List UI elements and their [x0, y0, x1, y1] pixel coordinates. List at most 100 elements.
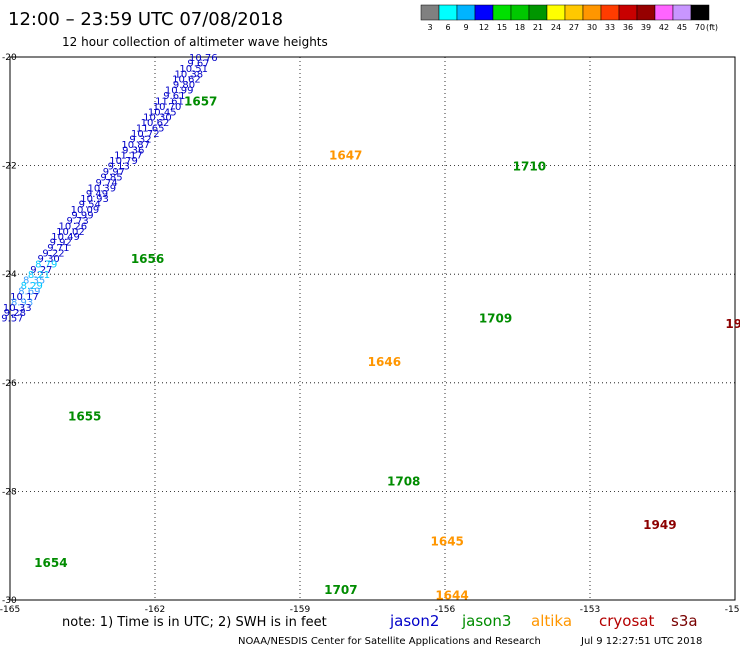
- swh-value: 9.99: [71, 210, 93, 221]
- colorbar-label: 21: [533, 23, 543, 32]
- satellite-jason2: jason2: [389, 612, 439, 630]
- swh-value: 9.57: [1, 314, 23, 325]
- swh-value: 8.79: [35, 259, 57, 270]
- pass-time-label: 1647: [329, 149, 362, 163]
- x-tick-label: -162: [145, 605, 165, 615]
- swh-value: 9.54: [79, 200, 101, 211]
- colorbar-label: 18: [515, 23, 525, 32]
- swh-value: 10.26: [59, 221, 88, 232]
- colorbar-swatch: [582, 4, 602, 21]
- pass-labels: 1657 1656 1655 1654 1647 1646 1645 1644 1710 1709…: [34, 94, 740, 602]
- pass-time-label: 1709: [479, 312, 512, 326]
- x-tick-label: -165: [0, 605, 20, 615]
- note-text: note: 1) Time is in UTC; 2) SWH is in fe…: [62, 615, 327, 630]
- colorbar-swatch: [438, 4, 458, 21]
- colorbar-label: 27: [569, 23, 579, 32]
- pass-time-label: 1949: [643, 518, 676, 532]
- swh-value: 11.61: [155, 96, 184, 107]
- swh-value: 9.67: [187, 58, 209, 69]
- swh-value: 9.36: [122, 145, 144, 156]
- pass-time-label: 1646: [368, 355, 401, 369]
- swh-value: 9.71: [47, 243, 69, 254]
- pass-time-label: 1654: [34, 556, 67, 570]
- colorbar-swatch: [600, 4, 620, 21]
- colorbar-swatch: [492, 4, 512, 21]
- colorbar-swatch: [564, 4, 584, 21]
- swh-value: 10.93: [80, 194, 109, 205]
- swh-value: 10.33: [3, 303, 32, 314]
- swh-value: 8.29: [21, 281, 43, 292]
- y-tick-label: -30: [2, 596, 17, 606]
- pass-time-label: 1645: [431, 534, 464, 548]
- colorbar-label: 42: [659, 23, 669, 32]
- colorbar-swatch: [690, 4, 710, 21]
- x-tick-label: -153: [580, 605, 600, 615]
- swh-value: 10.72: [131, 129, 160, 140]
- colorbar-swatch: [672, 4, 692, 21]
- y-tick-label: -24: [2, 270, 17, 280]
- y-tick-label: -20: [2, 53, 17, 63]
- swh-value: 9.92: [50, 238, 72, 249]
- pass-time-label: 1644: [435, 589, 468, 603]
- colorbar-swatch: [510, 4, 530, 21]
- swh-value: 9.85: [100, 172, 122, 183]
- colorbar-label: 12: [479, 23, 489, 32]
- swh-value: 8.93: [11, 297, 33, 308]
- colorbar-label: 70: [695, 23, 705, 32]
- swh-value: 9.28: [4, 308, 26, 319]
- x-tick-labels: -165 -162 -159 -156 -153 -150: [0, 605, 740, 615]
- swh-value: 10.02: [56, 227, 85, 238]
- colorbar-swatch: [618, 4, 638, 21]
- colorbar-label: 36: [623, 23, 633, 32]
- data-points: 10.769.6710.5110.3810.629.8010.999.6111.…: [1, 53, 217, 325]
- swh-value: 10.70: [153, 102, 182, 113]
- swh-value: 8.69: [18, 286, 40, 297]
- swh-value: 10.99: [165, 86, 194, 97]
- colorbar-swatch: [546, 4, 566, 21]
- colorbar: 3 6 9 12 15 18 21 24 27 30 33 36 39 42 45 70 (ft): [420, 4, 718, 32]
- colorbar-unit: (ft): [706, 23, 718, 32]
- pass-time-label: 1656: [131, 252, 164, 266]
- colorbar-label: 3: [427, 23, 432, 32]
- y-tick-label: -26: [2, 379, 17, 389]
- satellite-cryosat: cryosat: [599, 612, 654, 630]
- swh-value: 10.39: [88, 183, 117, 194]
- colorbar-label: 24: [551, 23, 561, 32]
- swh-value: 10.51: [179, 64, 208, 75]
- swh-value: 9.27: [30, 265, 52, 276]
- grid: [10, 57, 735, 600]
- swh-value: 10.30: [143, 113, 172, 124]
- swh-value: 10.62: [141, 118, 170, 129]
- pass-time-label: 1657: [184, 94, 217, 108]
- swh-value: 9.80: [173, 80, 195, 91]
- colorbar-swatch: [420, 4, 440, 21]
- chart-subtitle: 12 hour collection of altimeter wave hei…: [62, 35, 328, 49]
- pass-time-label: 1710: [513, 160, 546, 174]
- y-tick-labels: -20 -22 -24 -26 -28 -30: [2, 53, 17, 606]
- swh-value: 10.62: [172, 75, 201, 86]
- swh-value: 11.65: [136, 124, 165, 135]
- y-tick-label: -28: [2, 487, 17, 497]
- plot-frame: [9, 56, 736, 601]
- colorbar-label: 39: [641, 23, 651, 32]
- swh-value: 8.35: [23, 276, 45, 287]
- colorbar-label: 15: [497, 23, 507, 32]
- swh-value: 10.49: [51, 232, 80, 243]
- satellite-s3a: s3a: [671, 612, 698, 630]
- colorbar-swatch: [528, 4, 548, 21]
- swh-value: 10.76: [189, 53, 218, 64]
- colorbar-swatch: [636, 4, 656, 21]
- colorbar-swatch: [474, 4, 494, 21]
- swh-value: 11.17: [114, 151, 143, 162]
- credit-text: NOAA/NESDIS Center for Satellite Applica…: [238, 636, 541, 647]
- swh-value: 9.32: [129, 134, 151, 145]
- swh-value: 9.61: [163, 91, 185, 102]
- swh-value: 9.97: [103, 167, 125, 178]
- swh-value: 10.17: [10, 292, 39, 303]
- y-tick-label: -22: [2, 162, 17, 172]
- pass-time-label: 1707: [324, 583, 357, 597]
- pass-time-label: 1655: [68, 409, 101, 423]
- x-tick-label: -159: [290, 605, 311, 615]
- swh-value: 9.13: [108, 162, 130, 173]
- swh-value: 10.09: [71, 205, 100, 216]
